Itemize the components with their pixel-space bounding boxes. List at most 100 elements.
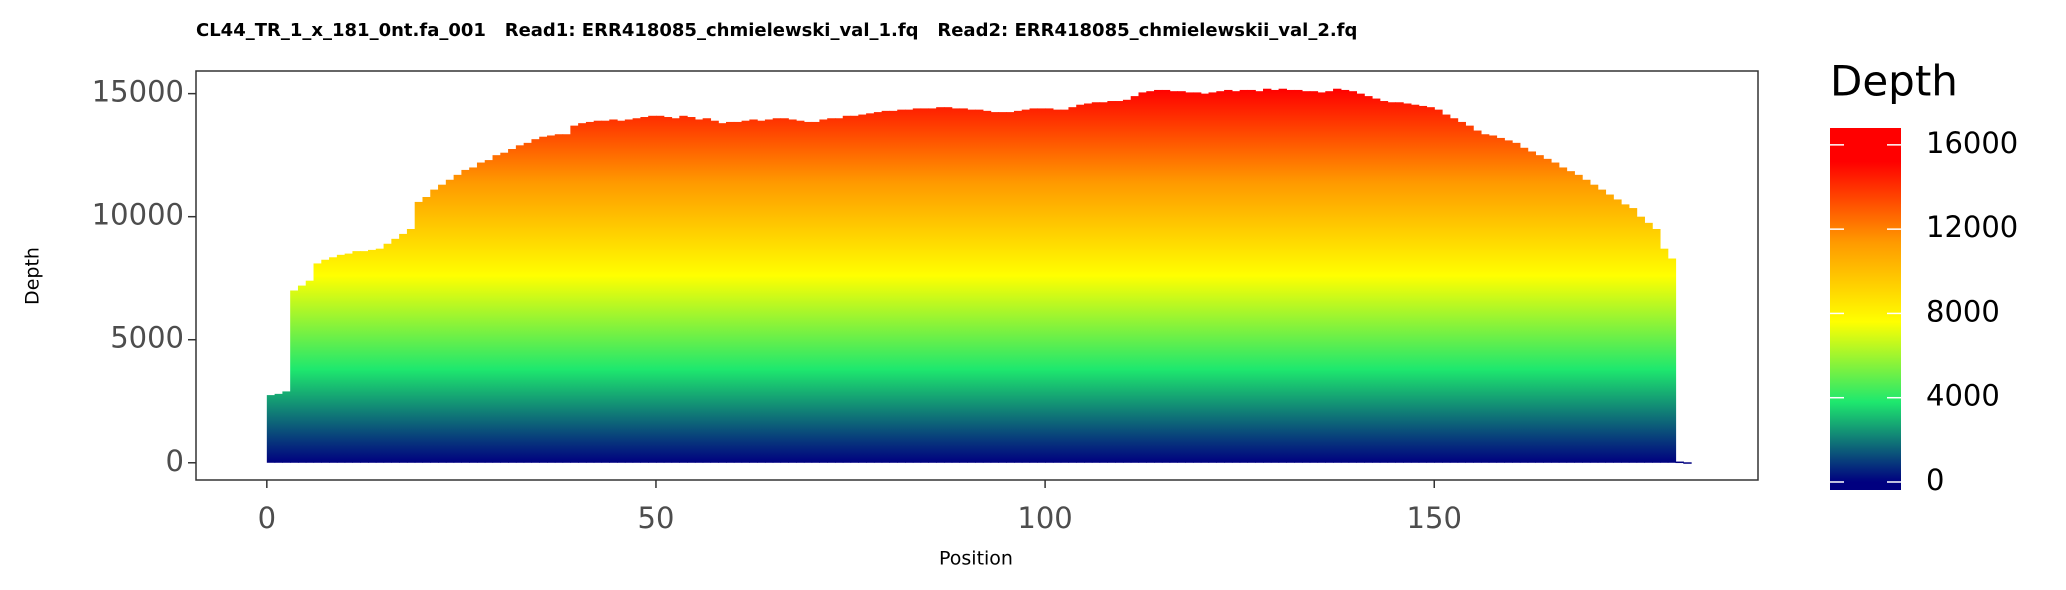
bar [1644, 222, 1653, 463]
bar [1185, 92, 1194, 463]
bar [1550, 162, 1560, 463]
bar [360, 251, 369, 463]
bar [593, 120, 603, 463]
bar [772, 118, 782, 463]
panel-border [195, 70, 1759, 481]
bar [842, 115, 852, 463]
bar [1410, 104, 1420, 463]
bar [943, 107, 953, 463]
bar [445, 179, 455, 463]
bar [383, 243, 392, 463]
bar [1255, 91, 1264, 463]
bar [1052, 109, 1062, 463]
bar [290, 290, 299, 463]
bar [850, 115, 859, 463]
bar [344, 253, 354, 463]
bar [531, 139, 540, 463]
bar [1597, 189, 1607, 463]
bar [920, 108, 929, 463]
bar [406, 228, 416, 463]
bar [959, 108, 968, 463]
bar [375, 248, 385, 463]
bar [352, 251, 361, 463]
x-axis-title: Position [939, 548, 1013, 570]
bar [710, 120, 719, 463]
colorbar-tick-label: 8000 [1926, 294, 2000, 328]
bar [329, 257, 338, 463]
bar [617, 120, 626, 463]
bar [1076, 104, 1085, 463]
bar [819, 119, 828, 463]
y-tick-label: 0 [166, 444, 184, 478]
bar [1636, 216, 1645, 463]
bar [1091, 102, 1101, 463]
bar [1558, 167, 1568, 463]
bar [1130, 96, 1140, 463]
bar [1418, 105, 1428, 463]
bar [1426, 107, 1435, 463]
bar [975, 109, 984, 463]
bar [811, 121, 820, 463]
bar [282, 391, 291, 463]
bar [1535, 155, 1544, 463]
bar [897, 109, 906, 463]
bar [640, 117, 649, 463]
bar [1379, 101, 1389, 463]
bar [313, 263, 322, 463]
bar [881, 110, 891, 463]
bar [508, 149, 517, 463]
bar [1434, 109, 1443, 463]
bar [562, 134, 571, 463]
bar [601, 120, 610, 463]
x-tick-label: 50 [638, 501, 675, 535]
bar [702, 118, 712, 463]
bar [1667, 258, 1677, 463]
bar [1099, 102, 1108, 463]
bar [1473, 130, 1482, 463]
bar [1488, 135, 1498, 463]
bar [671, 118, 680, 463]
bar [1449, 118, 1459, 463]
bar [1278, 88, 1287, 463]
y-tick-label: 10000 [92, 198, 184, 232]
bar [367, 249, 377, 463]
bar [1543, 158, 1552, 463]
bar [1301, 91, 1311, 463]
bar [1621, 204, 1630, 463]
bar [1122, 99, 1132, 463]
bar [336, 254, 346, 463]
bar [1325, 91, 1334, 463]
bar [780, 118, 789, 463]
bar [492, 155, 501, 463]
bar [1519, 147, 1529, 463]
bar [655, 115, 665, 463]
bar [414, 201, 424, 463]
bar [1084, 103, 1093, 463]
legend-title: Depth [1830, 57, 1958, 106]
chart-title: CL44_TR_1_x_181_0nt.fa_001 Read1: ERR418… [196, 20, 1357, 41]
bar [648, 115, 657, 463]
bar [982, 110, 992, 463]
bar [741, 120, 750, 463]
bar [1403, 103, 1412, 463]
bar [1480, 134, 1490, 463]
bar [757, 120, 766, 463]
bar [1154, 89, 1163, 463]
bar [1356, 93, 1365, 463]
bar [1348, 91, 1358, 463]
bar [438, 184, 447, 463]
bar [796, 120, 805, 463]
bar [461, 169, 470, 463]
bar [990, 112, 1000, 463]
bar [624, 119, 634, 463]
bar [764, 119, 774, 463]
bar [1006, 112, 1015, 463]
bar [1442, 114, 1451, 463]
bar [399, 233, 408, 463]
bar [726, 121, 735, 463]
bar [391, 238, 400, 463]
bar [1045, 108, 1054, 463]
bar [453, 174, 462, 463]
bar [912, 108, 922, 463]
